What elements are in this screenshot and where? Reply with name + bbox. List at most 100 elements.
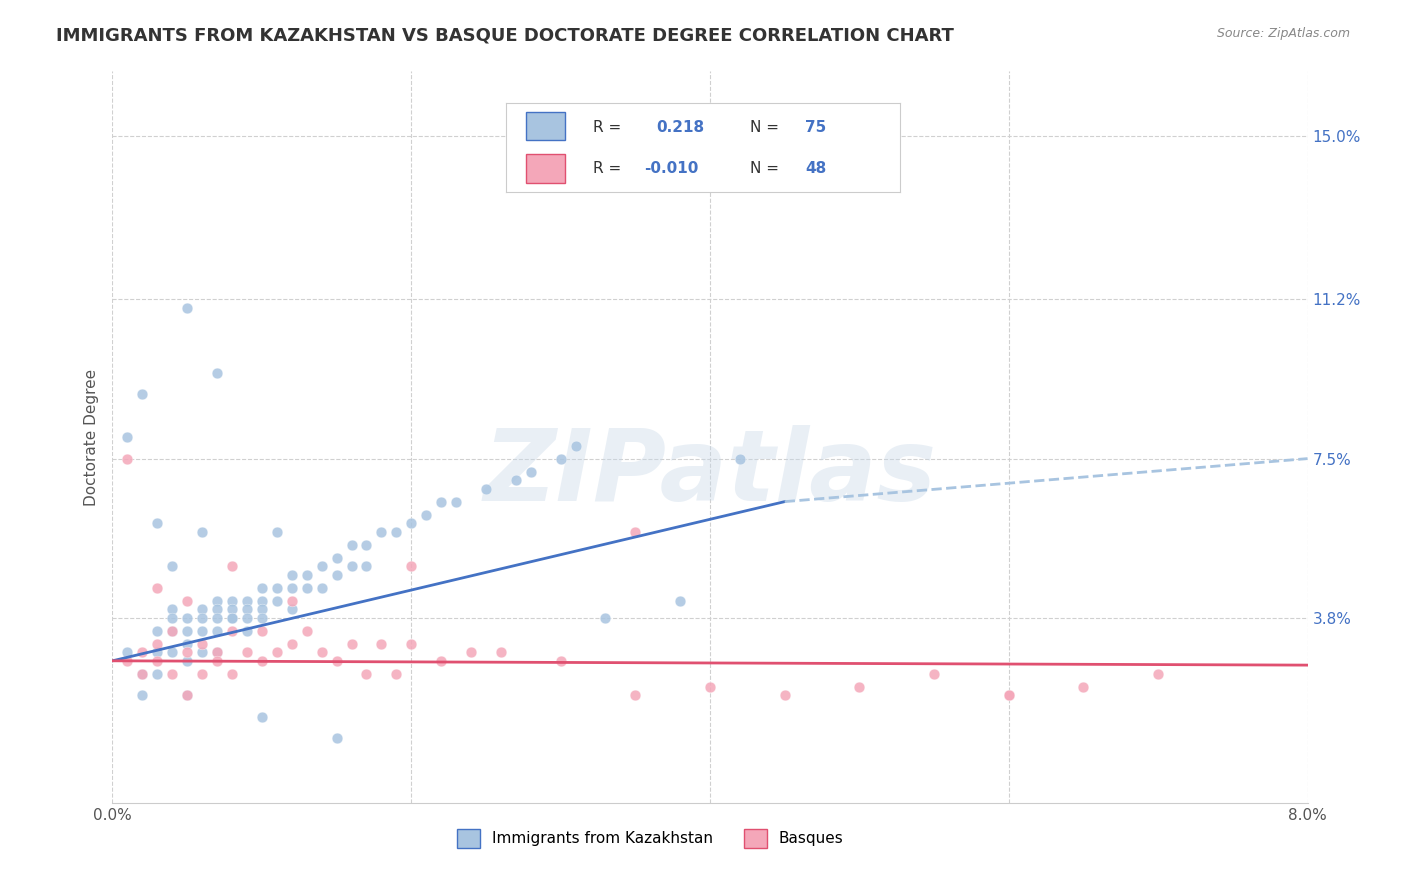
Point — [281, 637, 304, 651]
Point — [1073, 680, 1095, 694]
Point — [295, 581, 318, 595]
Point — [295, 567, 318, 582]
Point — [117, 430, 139, 444]
Point — [191, 602, 214, 616]
Point — [340, 559, 363, 574]
Point — [475, 482, 498, 496]
Point — [176, 593, 198, 607]
Point — [191, 637, 214, 651]
Point — [176, 688, 198, 702]
Point — [205, 645, 228, 659]
Point — [550, 451, 572, 466]
Point — [266, 524, 288, 539]
Point — [162, 611, 183, 625]
Point — [162, 559, 183, 574]
Point — [205, 624, 228, 638]
Point — [205, 645, 228, 659]
Point — [221, 602, 243, 616]
Point — [281, 581, 304, 595]
Point — [162, 645, 183, 659]
Point — [117, 451, 139, 466]
Point — [221, 611, 243, 625]
Text: -0.010: -0.010 — [644, 161, 699, 176]
Point — [221, 611, 243, 625]
Point — [191, 666, 214, 681]
Point — [295, 624, 318, 638]
Point — [848, 680, 870, 694]
Point — [401, 637, 423, 651]
Point — [325, 731, 347, 746]
Point — [505, 473, 527, 487]
Point — [669, 593, 692, 607]
Point — [221, 593, 243, 607]
Point — [236, 593, 259, 607]
Point — [1147, 666, 1170, 681]
Point — [489, 645, 512, 659]
Point — [699, 680, 721, 694]
Point — [266, 581, 288, 595]
Point — [356, 538, 378, 552]
Point — [401, 516, 423, 530]
Point — [281, 593, 304, 607]
Text: N =: N = — [751, 120, 779, 135]
Point — [176, 654, 198, 668]
Point — [221, 624, 243, 638]
Point — [385, 666, 408, 681]
Text: ZIPatlas: ZIPatlas — [484, 425, 936, 522]
Point — [550, 654, 572, 668]
Point — [564, 439, 586, 453]
Point — [250, 593, 273, 607]
Point — [205, 602, 228, 616]
Point — [176, 301, 198, 315]
Point — [146, 637, 169, 651]
Point — [728, 451, 751, 466]
Point — [176, 645, 198, 659]
Point — [266, 593, 288, 607]
Point — [281, 602, 304, 616]
Point — [146, 581, 169, 595]
Point — [250, 710, 273, 724]
Point — [236, 624, 259, 638]
Point — [131, 666, 153, 681]
Text: R =: R = — [593, 161, 621, 176]
Point — [205, 366, 228, 380]
Text: Source: ZipAtlas.com: Source: ZipAtlas.com — [1216, 27, 1350, 40]
Point — [430, 654, 453, 668]
Text: 48: 48 — [806, 161, 827, 176]
Text: 75: 75 — [806, 120, 827, 135]
Point — [340, 538, 363, 552]
Point — [205, 654, 228, 668]
Point — [595, 611, 617, 625]
Point — [176, 688, 198, 702]
Point — [773, 688, 796, 702]
Point — [356, 666, 378, 681]
Point — [191, 645, 214, 659]
Point — [146, 645, 169, 659]
Point — [370, 524, 392, 539]
Point — [191, 624, 214, 638]
Point — [162, 666, 183, 681]
Point — [250, 624, 273, 638]
Point — [131, 387, 153, 401]
Point — [998, 688, 1021, 702]
Point — [281, 567, 304, 582]
Text: N =: N = — [751, 161, 779, 176]
Point — [131, 645, 153, 659]
Text: R =: R = — [593, 120, 621, 135]
Point — [236, 602, 259, 616]
Point — [624, 688, 647, 702]
Point — [922, 666, 945, 681]
Point — [250, 602, 273, 616]
Point — [311, 559, 333, 574]
Point — [221, 559, 243, 574]
Point — [311, 581, 333, 595]
Point — [385, 524, 408, 539]
Point — [325, 550, 347, 565]
Point — [340, 637, 363, 651]
Point — [146, 516, 169, 530]
Point — [176, 637, 198, 651]
Point — [460, 645, 482, 659]
Point — [117, 654, 139, 668]
Point — [221, 666, 243, 681]
Point — [176, 624, 198, 638]
